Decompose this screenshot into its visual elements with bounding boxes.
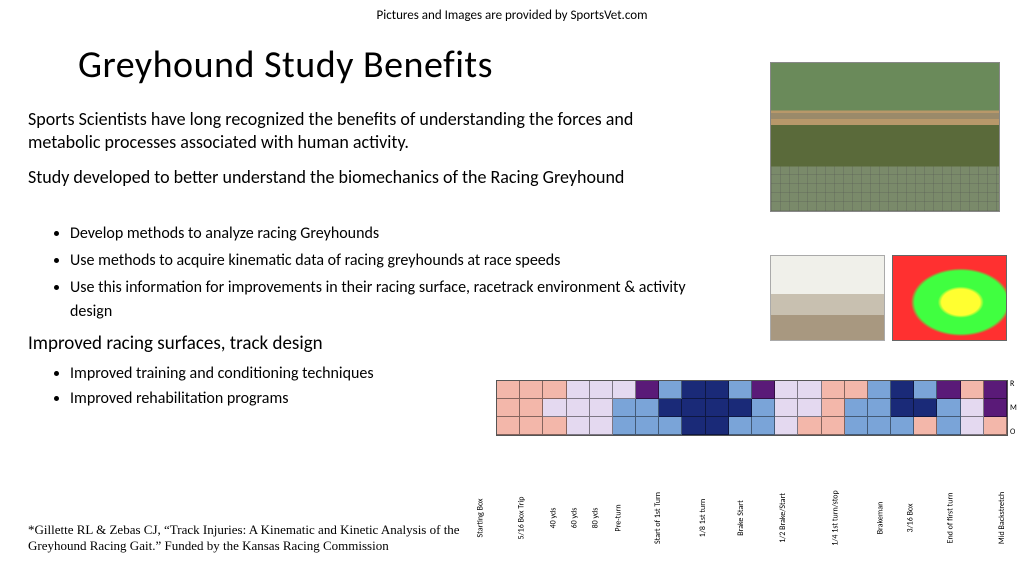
- intro-paragraph-2: Study developed to better understand the…: [28, 166, 708, 189]
- heatmap-cell: [520, 381, 543, 399]
- heatmap-cell: [636, 381, 659, 399]
- heatmap-cell: [775, 399, 798, 417]
- heatmap-cell: [798, 417, 821, 435]
- heatmap-cell: [706, 399, 729, 417]
- heatmap-cell: [729, 381, 752, 399]
- heatmap-cell: [613, 399, 636, 417]
- heatmap-cell: [845, 381, 868, 399]
- heatmap-cell: [914, 381, 937, 399]
- heatmap-cell: [984, 381, 1007, 399]
- heatmap-cell: [984, 417, 1007, 435]
- heatmap-cell: [775, 381, 798, 399]
- heatmap-cell: [613, 417, 636, 435]
- bullet-list-1: Develop methods to analyze racing Greyho…: [70, 222, 720, 327]
- heatmap-cell: [914, 417, 937, 435]
- heatmap-cell: [937, 381, 960, 399]
- heatmap-cell: [659, 399, 682, 417]
- heatmap-cell: [729, 399, 752, 417]
- heatmap-cell: [729, 417, 752, 435]
- list-item: Develop methods to analyze racing Greyho…: [70, 222, 720, 247]
- heatmap-cell: [752, 417, 775, 435]
- heatmap-cell: [891, 399, 914, 417]
- heatmap-cell: [868, 417, 891, 435]
- heatmap-cell: [682, 399, 705, 417]
- heatmap-cell: [636, 417, 659, 435]
- heatmap-xlabel: Mid Backstretch: [997, 492, 1024, 544]
- heatmap-cell: [961, 417, 984, 435]
- heatmap-cell: [497, 417, 520, 435]
- intro-paragraph-1: Sports Scientists have long recognized t…: [28, 108, 708, 155]
- heatmap-cell: [752, 381, 775, 399]
- heatmap-cell: [937, 399, 960, 417]
- heatmap-cell: [659, 417, 682, 435]
- heatmap-cell: [590, 417, 613, 435]
- heatmap-cell: [706, 417, 729, 435]
- heatmap-cell: [659, 381, 682, 399]
- citation-footnote: *Gillette RL & Zebas CJ, “Track Injuries…: [28, 522, 498, 555]
- attribution-text: Pictures and Images are provided by Spor…: [0, 8, 1024, 23]
- heatmap-cell: [891, 381, 914, 399]
- thermal-image: [892, 255, 1007, 341]
- heatmap-cell: [798, 399, 821, 417]
- heatmap-cell: [682, 381, 705, 399]
- subheading: Improved racing surfaces, track design: [28, 332, 323, 355]
- heatmap-cell: [567, 381, 590, 399]
- heatmap-cell: [613, 381, 636, 399]
- heatmap-ylabel: R: [1010, 379, 1017, 389]
- heatmap-cell: [497, 381, 520, 399]
- heatmap-cell: [914, 399, 937, 417]
- heatmap-cell: [706, 381, 729, 399]
- heatmap-cell: [891, 417, 914, 435]
- heatmap-cell: [822, 417, 845, 435]
- heatmap-cell: [543, 417, 566, 435]
- page-title: Greyhound Study Benefits: [78, 42, 493, 88]
- heatmap-y-labels: R M O: [1010, 379, 1017, 437]
- heatmap-cell: [752, 399, 775, 417]
- heatmap-cell: [868, 399, 891, 417]
- list-item: Use methods to acquire kinematic data of…: [70, 249, 720, 274]
- heatmap-cell: [682, 417, 705, 435]
- heatmap-ylabel: O: [1010, 427, 1017, 437]
- heatmap-cell: [845, 399, 868, 417]
- heatmap-cell: [590, 381, 613, 399]
- heatmap-cell: [636, 399, 659, 417]
- heatmap-cell: [567, 417, 590, 435]
- heatmap-cell: [520, 417, 543, 435]
- track-heatmap: [496, 380, 1008, 436]
- heatmap-x-labels: Starting Box5/16 Box Trip40 yds60 yds80 …: [496, 438, 1008, 518]
- list-item: Use this information for improvements in…: [70, 276, 720, 326]
- heatmap-cell: [798, 381, 821, 399]
- heatmap-cell: [497, 399, 520, 417]
- heatmap-ylabel: M: [1010, 403, 1017, 413]
- heatmap-cell: [937, 417, 960, 435]
- heatmap-cell: [822, 381, 845, 399]
- track-photo-mid: [770, 255, 885, 341]
- heatmap-cell: [868, 381, 891, 399]
- heatmap-cell: [543, 399, 566, 417]
- heatmap-cell: [845, 417, 868, 435]
- heatmap-cell: [590, 399, 613, 417]
- heatmap-cell: [567, 399, 590, 417]
- heatmap-cell: [961, 399, 984, 417]
- heatmap-cell: [520, 399, 543, 417]
- heatmap-cell: [961, 381, 984, 399]
- track-photo-top: [770, 62, 1000, 212]
- heatmap-cell: [775, 417, 798, 435]
- heatmap-cell: [543, 381, 566, 399]
- heatmap-cell: [984, 399, 1007, 417]
- heatmap-cell: [822, 399, 845, 417]
